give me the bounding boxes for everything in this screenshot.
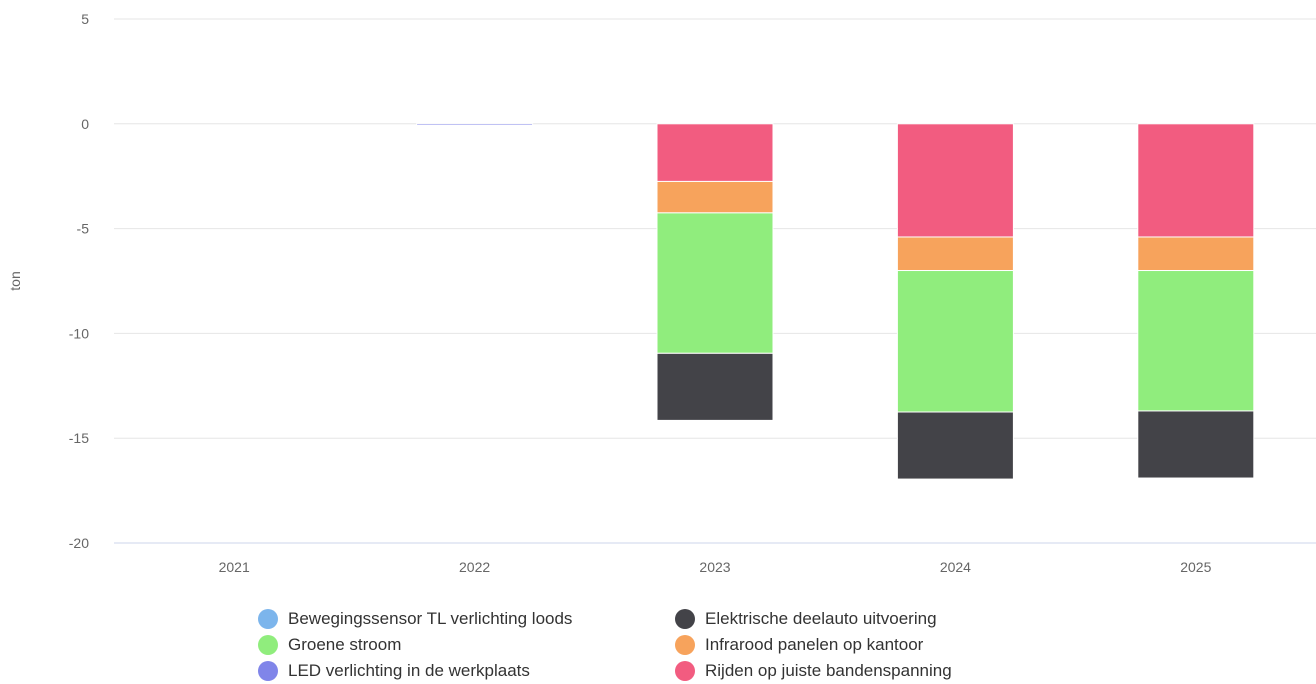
- y-axis-ticks: 5 0 -5 -10 -15 -20: [69, 11, 89, 551]
- legend-swatch-icon: [258, 635, 278, 655]
- legend-label: Elektrische deelauto uitvoering: [705, 609, 937, 628]
- legend-swatch-icon: [675, 609, 695, 629]
- bar-segment[interactable]: [896, 236, 1014, 272]
- y-tick-label: -20: [69, 535, 89, 551]
- bar-segment[interactable]: [896, 411, 1014, 480]
- legend-swatch-icon: [258, 661, 278, 681]
- legend: Bewegingssensor TL verlichting loods Ele…: [258, 606, 1078, 684]
- x-tick-label: 2024: [940, 559, 971, 575]
- x-tick-label: 2023: [699, 559, 730, 575]
- bar-segment[interactable]: [1137, 236, 1255, 272]
- legend-label: Bewegingssensor TL verlichting loods: [288, 609, 573, 628]
- legend-label: LED verlichting in de werkplaats: [288, 661, 530, 680]
- bars: [416, 123, 1255, 480]
- y-tick-label: -5: [77, 221, 90, 237]
- y-tick-label: -15: [69, 430, 89, 446]
- x-axis-ticks: 2021 2022 2023 2024 2025: [219, 559, 1212, 575]
- legend-label: Rijden op juiste bandenspanning: [705, 661, 952, 680]
- x-tick-label: 2021: [219, 559, 250, 575]
- legend-item-groene-stroom[interactable]: Groene stroom: [258, 632, 675, 658]
- legend-item-elektrische-deelauto[interactable]: Elektrische deelauto uitvoering: [675, 606, 1075, 632]
- bar-segment[interactable]: [656, 123, 774, 182]
- legend-swatch-icon: [675, 661, 695, 681]
- y-axis-title: ton: [7, 271, 23, 290]
- bar-segment[interactable]: [656, 352, 774, 421]
- legend-item-rijden-bandenspanning[interactable]: Rijden op juiste bandenspanning: [675, 658, 1075, 684]
- bar-segment[interactable]: [1137, 410, 1255, 479]
- legend-label: Groene stroom: [288, 635, 402, 654]
- legend-item-infrarood-panelen[interactable]: Infrarood panelen op kantoor: [675, 632, 1075, 658]
- y-tick-label: 0: [81, 116, 89, 132]
- bar-segment[interactable]: [416, 123, 534, 126]
- bar-segment[interactable]: [656, 212, 774, 354]
- x-tick-label: 2022: [459, 559, 490, 575]
- bar-segment[interactable]: [896, 123, 1014, 238]
- legend-swatch-icon: [258, 609, 278, 629]
- legend-item-led-verlichting[interactable]: LED verlichting in de werkplaats: [258, 658, 675, 684]
- bar-segment[interactable]: [1137, 123, 1255, 238]
- bar-segment[interactable]: [1137, 270, 1255, 412]
- y-tick-label: 5: [81, 11, 89, 27]
- y-tick-label: -10: [69, 325, 89, 341]
- bar-segment[interactable]: [896, 270, 1014, 413]
- legend-swatch-icon: [675, 635, 695, 655]
- bar-segment[interactable]: [656, 180, 774, 214]
- x-tick-label: 2025: [1180, 559, 1211, 575]
- legend-label: Infrarood panelen op kantoor: [705, 635, 924, 654]
- legend-item-bewegingssensor[interactable]: Bewegingssensor TL verlichting loods: [258, 606, 675, 632]
- stacked-bar-chart: 5 0 -5 -10 -15 -20 ton 2021 2022 2023 2024 2025: [7, 11, 1316, 575]
